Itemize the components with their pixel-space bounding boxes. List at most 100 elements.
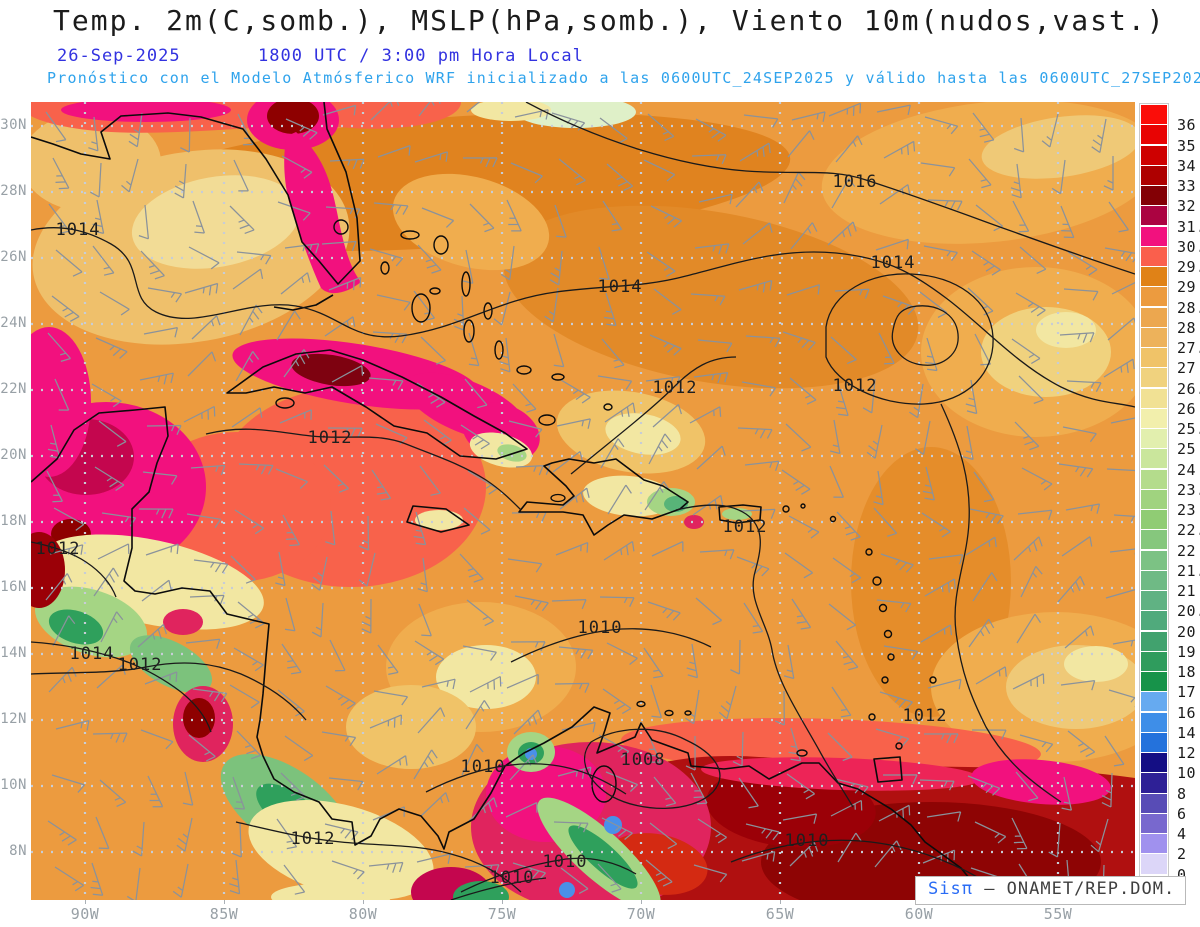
isobar-label: 1016	[833, 172, 878, 192]
colorbar-tick-label: 23.5	[1177, 480, 1200, 499]
valid-date: 26-Sep-2025	[57, 46, 181, 66]
colorbar-cell	[1141, 510, 1167, 530]
x-axis-tick-label: 90W	[70, 905, 100, 923]
colorbar-tick-label: 25	[1177, 440, 1197, 459]
latitude-axis: 30N 28N 26N 24N 22N 20N 18N 16N 14N 12N 10N 8N	[0, 0, 28, 927]
isobar-label: 1008	[621, 750, 666, 770]
isobar-label: 1012	[903, 706, 948, 726]
y-axis-tick-label: 30N	[0, 117, 27, 133]
colorbar-tick-label: 28.5	[1177, 298, 1200, 317]
y-axis-tick-label: 18N	[0, 513, 27, 529]
colorbar-cell	[1141, 105, 1167, 125]
colorbar-tick-label: 32	[1177, 197, 1197, 216]
colorbar-tick-label: 26.5	[1177, 379, 1200, 398]
longitude-axis: 90W 85W 80W 75W 70W 65W 60W 55W	[0, 900, 1200, 924]
colorbar-tick-label: 28	[1177, 318, 1197, 337]
isobar-label: 1010	[490, 868, 535, 888]
colorbar-cell	[1141, 145, 1167, 165]
y-axis-tick-label: 8N	[9, 843, 27, 859]
colorbar-tick-label: 8	[1177, 784, 1187, 803]
colorbar-cell	[1141, 246, 1167, 266]
colorbar-cell	[1141, 429, 1167, 449]
colorbar-tick-label: 31.5	[1177, 217, 1200, 236]
isobar-label: 1014	[70, 644, 115, 664]
colorbar-cell	[1141, 550, 1167, 570]
colorbar-tick-label: 14	[1177, 723, 1197, 742]
colorbar-tick-label: 36	[1177, 116, 1197, 135]
colorbar-tick-label: 29	[1177, 278, 1197, 297]
colorbar-tick-label: 4	[1177, 825, 1187, 844]
colorbar-cell	[1141, 267, 1167, 287]
colorbar-cell	[1141, 125, 1167, 145]
colorbar-tick-label: 35	[1177, 136, 1197, 155]
colorbar-tick-label: 18	[1177, 663, 1197, 682]
colorbar-cell	[1141, 732, 1167, 752]
colorbar-tick-label: 2	[1177, 845, 1187, 864]
colorbar-cell	[1141, 834, 1167, 854]
colorbar-cell	[1141, 813, 1167, 834]
y-axis-tick-label: 22N	[0, 381, 27, 397]
colorbar-cell	[1141, 793, 1167, 813]
y-axis-tick-label: 26N	[0, 249, 27, 265]
isobar-label: 1012	[308, 428, 353, 448]
x-axis-tick-label: 55W	[1043, 905, 1073, 923]
colorbar-tick-label: 22	[1177, 541, 1197, 560]
isobar-label: 1012	[36, 539, 81, 559]
colorbar-cell	[1141, 692, 1167, 712]
watermark-org: – ONAMET/REP.DOM.	[972, 879, 1176, 899]
colorbar-cell	[1141, 591, 1167, 611]
y-axis-tick-label: 20N	[0, 447, 27, 463]
x-axis-tick	[780, 900, 781, 904]
colorbar-tick-label: 33	[1177, 177, 1197, 196]
colorbar-cell	[1141, 753, 1167, 773]
colorbar-cell	[1141, 651, 1167, 671]
isobar-label: 1014	[598, 277, 643, 297]
colorbar-cell	[1141, 712, 1167, 732]
y-axis-tick-label: 24N	[0, 315, 27, 331]
colorbar-tick-label: 23	[1177, 501, 1197, 520]
valid-time: 1800 UTC / 3:00 pm Hora Local	[258, 46, 584, 66]
colorbar-tick-label: 24	[1177, 460, 1197, 479]
colorbar-cell	[1141, 307, 1167, 327]
isobar-label: 1014	[56, 220, 101, 240]
colorbar-tick-label: 21.5	[1177, 561, 1200, 580]
y-axis-tick-label: 16N	[0, 579, 27, 595]
colorbar-tick-label: 10	[1177, 764, 1197, 783]
x-axis-tick-label: 65W	[765, 905, 795, 923]
colorbar-tick-label: 29.7	[1177, 258, 1200, 277]
x-axis-tick	[641, 900, 642, 904]
colorbar-tick-label: 6	[1177, 804, 1187, 823]
colorbar-tick-label: 17	[1177, 683, 1197, 702]
colorbar-cell	[1141, 226, 1167, 246]
colorbar-cell	[1141, 672, 1167, 692]
colorbar-cell	[1141, 469, 1167, 489]
colorbar-cell	[1141, 631, 1167, 651]
isobar-label: 1010	[461, 757, 506, 777]
isobar-label: 1014	[871, 253, 916, 273]
colorbar-cell	[1141, 854, 1167, 874]
colorbar-cell	[1141, 611, 1167, 631]
x-axis-tick-label: 80W	[348, 905, 378, 923]
colorbar-tick-label: 27	[1177, 359, 1197, 378]
x-axis-tick	[224, 900, 225, 904]
colorbar-tick-label: 30.7	[1177, 237, 1200, 256]
isobar-label: 1010	[578, 618, 623, 638]
y-axis-tick-label: 12N	[0, 711, 27, 727]
colorbar-cell	[1141, 489, 1167, 509]
colorbar-cell	[1141, 388, 1167, 408]
x-axis-tick	[85, 900, 86, 904]
colorbar-cell	[1141, 408, 1167, 428]
colorbar-tick-label: 0	[1177, 865, 1187, 884]
isobar-label: 1012	[291, 829, 336, 849]
colorbar-cell	[1141, 206, 1167, 226]
colorbar-cell	[1141, 530, 1167, 550]
x-axis-tick-label: 85W	[209, 905, 239, 923]
colorbar-tick-label: 21	[1177, 582, 1197, 601]
colorbar-tick-label: 27.5	[1177, 339, 1200, 358]
colorbar-cell	[1141, 165, 1167, 185]
x-axis-tick-label: 75W	[487, 905, 517, 923]
isobar-label: 1010	[543, 852, 588, 872]
colorbar-tick-label: 12	[1177, 744, 1197, 763]
